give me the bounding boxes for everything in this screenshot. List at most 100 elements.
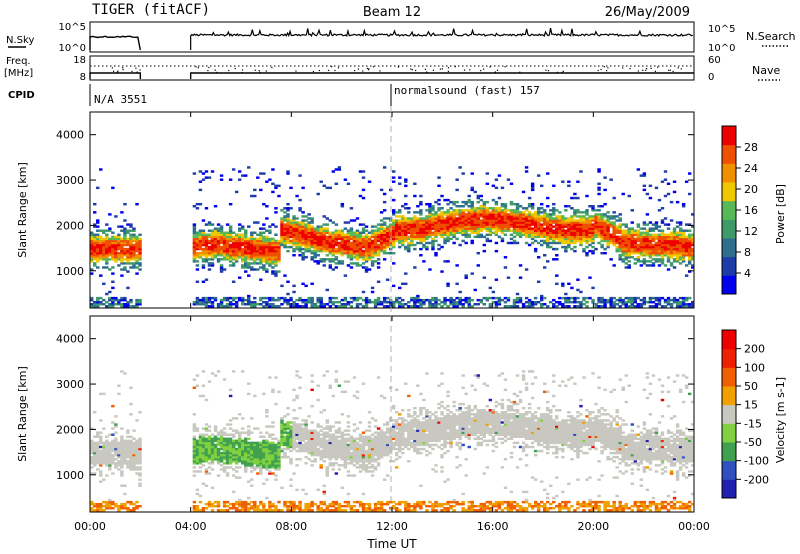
heatmap-cell	[271, 241, 275, 245]
heatmap-cell	[213, 205, 218, 208]
heatmap-cell	[213, 451, 218, 455]
heatmap-cell	[277, 449, 281, 453]
heatmap-cell	[582, 298, 586, 302]
heatmap-cell	[651, 227, 656, 230]
heatmap-cell	[382, 249, 387, 253]
heatmap-cell	[690, 233, 695, 237]
heatmap-cell	[449, 213, 453, 216]
heatmap-cell	[630, 209, 634, 212]
heatmap-cell	[96, 239, 100, 243]
heatmap-cell	[585, 254, 589, 257]
heatmap-cell	[96, 219, 100, 222]
heatmap-cell	[446, 305, 450, 308]
heatmap-cell	[678, 251, 683, 255]
heatmap-cell	[286, 300, 290, 304]
heatmap-cell	[228, 455, 233, 459]
heatmap-cell	[99, 441, 103, 445]
heatmap-cell	[579, 170, 583, 173]
heatmap-cell	[600, 215, 604, 218]
heatmap-cell	[482, 219, 487, 222]
heatmap-cell	[298, 221, 302, 224]
heatmap-cell	[555, 231, 559, 234]
heatmap-cell	[543, 221, 547, 224]
heatmap-cell	[419, 211, 423, 214]
heatmap-cell	[225, 245, 230, 249]
heatmap-cell	[452, 229, 456, 232]
heatmap-cell	[422, 239, 426, 243]
heatmap-cell	[428, 221, 432, 224]
heatmap-cell	[123, 227, 127, 230]
heatmap-cell	[105, 256, 109, 259]
heatmap-cell	[506, 227, 511, 230]
heatmap-cell	[207, 249, 212, 253]
heatmap-cell	[126, 449, 130, 453]
heatmap-cell	[102, 231, 106, 234]
heatmap-cell	[192, 225, 197, 228]
heatmap-cell	[657, 254, 662, 257]
heatmap-cell	[204, 260, 209, 263]
heatmap-cell	[648, 227, 653, 230]
heatmap-cell	[654, 241, 659, 245]
heatmap-cell	[488, 233, 493, 237]
heatmap-cell	[301, 247, 305, 251]
heatmap-cell	[443, 219, 447, 222]
heatmap-cell	[96, 453, 100, 457]
heatmap-cell	[609, 303, 613, 306]
heatmap-cell	[204, 278, 209, 281]
heatmap-cell	[280, 217, 284, 220]
heatmap-cell	[207, 445, 212, 449]
heatmap-cell	[627, 264, 631, 267]
heatmap-cell	[126, 441, 130, 445]
heatmap-cell	[259, 247, 263, 251]
heatmap-cell	[244, 229, 248, 232]
heatmap-cell	[603, 227, 607, 230]
heatmap-cell	[313, 243, 317, 247]
heatmap-cell	[654, 233, 659, 237]
heatmap-cell	[687, 237, 692, 241]
heatmap-cell	[407, 245, 411, 249]
heatmap-cell	[99, 229, 103, 232]
heatmap-cell	[398, 239, 402, 243]
heatmap-cell	[392, 229, 396, 232]
heatmap-cell	[90, 249, 94, 253]
heatmap-cell	[352, 256, 357, 259]
heatmap-cell	[642, 260, 647, 263]
heatmap-cell	[361, 227, 366, 230]
heatmap-cell	[241, 451, 245, 455]
heatmap-cell	[201, 458, 206, 461]
heatmap-cell	[684, 264, 689, 267]
heatmap-cell	[247, 382, 251, 385]
heatmap-cell	[292, 445, 296, 449]
heatmap-cell	[645, 233, 650, 237]
heatmap-cell	[524, 209, 529, 212]
heatmap-cell	[247, 447, 251, 451]
heatmap-cell	[603, 233, 607, 237]
heatmap-cell	[292, 441, 296, 445]
heatmap-cell	[292, 233, 296, 237]
heatmap-cell	[364, 235, 369, 239]
heatmap-cell	[304, 239, 308, 243]
heatmap-cell	[237, 254, 242, 257]
heatmap-cell	[216, 249, 221, 253]
heatmap-cell	[340, 229, 345, 232]
heatmap-cell	[99, 247, 103, 251]
heatmap-cell	[455, 305, 459, 308]
heatmap-cell	[234, 470, 239, 473]
heatmap-cell	[316, 235, 320, 239]
heatmap-cell	[90, 303, 94, 306]
heatmap-cell	[225, 462, 230, 465]
heatmap-cell	[129, 413, 133, 416]
heatmap-cell	[621, 245, 625, 249]
heatmap-cell	[99, 472, 103, 475]
heatmap-cell	[325, 247, 329, 251]
heatmap-cell	[573, 219, 577, 222]
nave-point	[607, 67, 609, 69]
heatmap-cell	[265, 496, 269, 500]
heatmap-cell	[594, 221, 598, 224]
heatmap-cell	[398, 227, 402, 230]
heatmap-cell	[93, 243, 97, 247]
heatmap-cell	[404, 223, 408, 226]
heatmap-cell	[310, 251, 314, 255]
heatmap-cell	[491, 215, 496, 218]
heatmap-cell	[192, 445, 197, 449]
